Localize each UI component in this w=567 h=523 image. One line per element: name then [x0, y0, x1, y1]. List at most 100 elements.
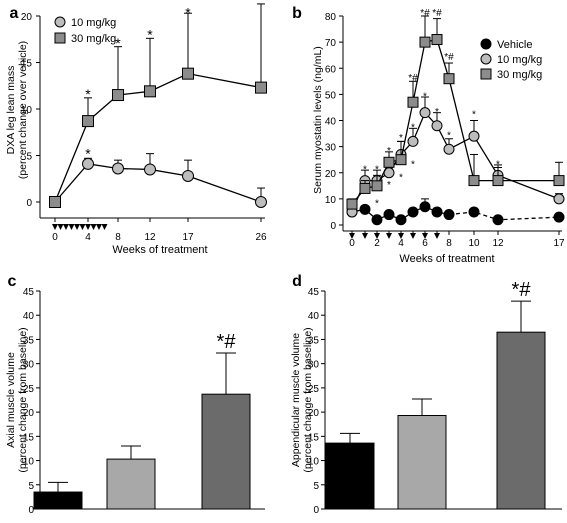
y-tick-label-c: 25: [23, 384, 35, 395]
annotation-b: *: [363, 165, 367, 176]
x-tick-label-a: 8: [115, 232, 121, 243]
annotation-b: *#: [432, 8, 442, 19]
y-tick-label-c: 20: [23, 408, 35, 419]
annotation-b: *: [399, 172, 403, 183]
y-tick-label-c: 0: [28, 505, 34, 516]
y-tick-label-c: 45: [23, 287, 35, 298]
data-point-b: [492, 214, 504, 226]
x-tick-label-b: 2: [374, 238, 380, 249]
data-point-b: [419, 107, 431, 119]
y-tick-label-a: 0: [26, 198, 32, 209]
annotation-a: *: [115, 35, 121, 51]
y-tick-label-d: 35: [308, 335, 320, 346]
dose-arrow-a: [95, 224, 102, 230]
data-point-b: [395, 214, 407, 226]
y-tick-label-b: 30: [325, 143, 337, 154]
y-tick-label-b: 20: [325, 169, 337, 180]
bar-d: [496, 331, 546, 510]
legend-label-b: 10 mg/kg: [497, 54, 542, 66]
data-point-b: [407, 206, 419, 218]
annotation-b: *#: [444, 52, 454, 63]
x-tick-label-a: 26: [255, 232, 267, 243]
y-tick-label-c: 30: [23, 360, 35, 371]
y-axis-title-b: Serum myostatin levels (ng/mL): [312, 46, 324, 194]
x-axis-title-b: Weeks of treatment: [399, 253, 494, 265]
data-point-b: [383, 209, 395, 221]
x-axis-title-a: Weeks of treatment: [112, 244, 207, 256]
y-tick-label-d: 40: [308, 311, 320, 322]
series-line-b-dashed-0: [448, 211, 560, 221]
annotation-a: *: [85, 146, 91, 162]
dose-arrow-b: [434, 233, 440, 239]
dose-arrow-b: [386, 233, 392, 239]
dose-arrow-a: [74, 224, 81, 230]
y-tick-label-d: 30: [308, 360, 320, 371]
y-tick-label-a: 15: [21, 59, 33, 70]
data-point-a: [255, 81, 267, 94]
annotation-a: *: [147, 27, 153, 43]
y-tick-label-b: 40: [325, 117, 337, 128]
data-point-b: [407, 96, 419, 108]
annotation-b: *: [375, 198, 379, 209]
panel-label-d: d: [292, 273, 302, 290]
x-tick-label-b: 6: [422, 238, 428, 249]
annotation-c: *#: [217, 331, 237, 353]
y-tick-label-c: 15: [23, 432, 35, 443]
annotation-b: *: [435, 107, 439, 118]
data-point-a: [182, 169, 194, 182]
y-tick-label-a: 10: [21, 105, 33, 116]
annotation-b: *: [387, 146, 391, 157]
y-tick-label-d: 0: [313, 505, 319, 516]
dose-arrow-b: [422, 233, 428, 239]
annotation-b: *: [447, 131, 451, 142]
data-point-b: [371, 214, 383, 226]
data-point-b: [443, 73, 455, 85]
annotation-b: *: [375, 165, 379, 176]
y-tick-label-c: 5: [28, 481, 34, 492]
x-tick-label-a: 4: [85, 232, 91, 243]
legend-label-a: 10 mg/kg: [71, 17, 116, 29]
dose-arrow-a: [90, 224, 97, 230]
legend-marker-a: [54, 16, 66, 28]
y-tick-label-b: 0: [330, 221, 336, 232]
x-tick-label-b: 8: [446, 238, 452, 249]
data-point-a: [144, 163, 156, 176]
legend-marker-b: [480, 38, 492, 50]
y-tick-label-b: 60: [325, 64, 337, 75]
series-line-b-1: [351, 111, 560, 213]
data-point-b: [346, 198, 358, 210]
bar-c: [201, 393, 251, 510]
x-tick-label-b: 17: [553, 238, 565, 249]
y-tick-label-d: 25: [308, 384, 320, 395]
y-tick-label-b: 70: [325, 38, 337, 49]
data-point-b: [492, 175, 504, 187]
data-point-b: [468, 206, 480, 218]
dose-arrow-b: [410, 233, 416, 239]
annotation-b: *: [411, 159, 415, 170]
dose-arrow-b: [374, 233, 380, 239]
annotation-a: *: [185, 4, 191, 20]
dose-arrow-a: [52, 224, 58, 230]
dose-arrow-a: [68, 224, 75, 230]
data-point-b: [553, 211, 565, 223]
y-tick-label-a: 20: [21, 12, 33, 23]
x-tick-label-a: 17: [182, 232, 194, 243]
annotation-b: *: [387, 180, 391, 191]
data-point-a: [82, 157, 94, 170]
data-point-b: [359, 182, 371, 194]
y-tick-label-d: 45: [308, 287, 320, 298]
y-tick-label-b: 80: [325, 12, 337, 23]
data-point-a: [182, 67, 194, 80]
y-tick-label-c: 40: [23, 311, 35, 322]
dose-arrow-b: [349, 233, 355, 239]
data-point-b: [553, 175, 565, 187]
y-tick-label-a: 5: [26, 152, 32, 163]
x-tick-label-a: 0: [52, 232, 58, 243]
y-tick-label-d: 15: [308, 432, 320, 443]
dose-arrow-a: [57, 224, 64, 230]
dose-arrow-a: [79, 224, 86, 230]
data-point-b: [553, 193, 565, 205]
data-point-a: [112, 162, 124, 175]
y-tick-label-c: 35: [23, 335, 35, 346]
annotation-d: *#: [512, 279, 532, 301]
